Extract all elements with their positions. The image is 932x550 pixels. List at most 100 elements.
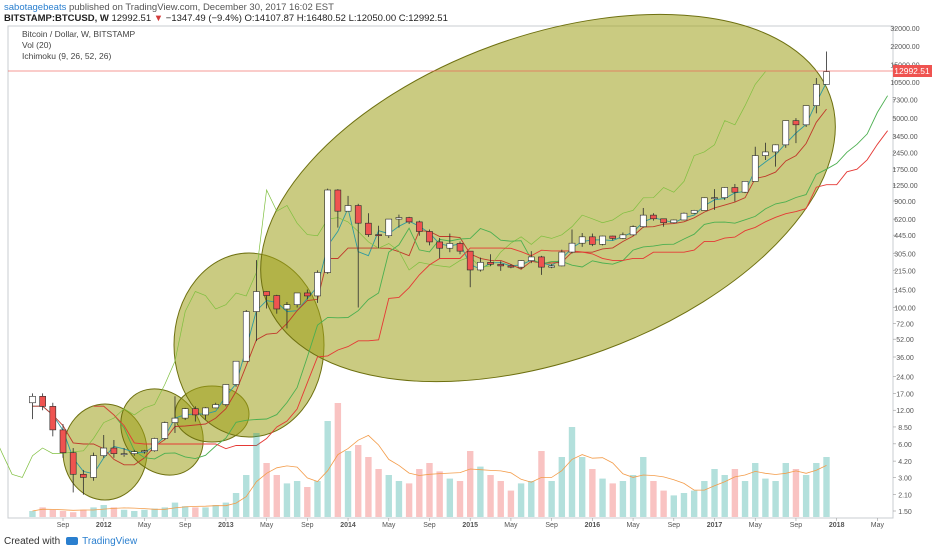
volume-bar xyxy=(568,427,576,517)
x-tick-label: 2018 xyxy=(829,522,845,529)
candle-body xyxy=(395,217,403,220)
y-tick-label: 900.00 xyxy=(894,199,916,206)
volume-bar xyxy=(69,512,77,517)
candle-body xyxy=(354,205,362,224)
volume-bar xyxy=(517,483,525,517)
candle-body xyxy=(548,265,555,268)
candle-body xyxy=(538,256,545,268)
volume-bar xyxy=(721,475,728,517)
y-tick-label: 72.00 xyxy=(896,321,914,328)
x-tick-label: Sep xyxy=(790,522,803,529)
volume-bar xyxy=(263,463,270,517)
volume-bar xyxy=(110,507,118,517)
x-tick-label: May xyxy=(871,522,885,529)
x-tick-label: Sep xyxy=(301,522,314,529)
candle-body xyxy=(629,226,637,236)
chart-title: Bitcoin / Dollar, W, BITSTAMP xyxy=(22,29,136,39)
volume-bar xyxy=(344,451,352,517)
candle-body xyxy=(80,473,87,478)
candle-body xyxy=(222,384,230,405)
candle-body xyxy=(782,120,790,146)
volume-bar xyxy=(324,421,331,517)
x-tick-label: Sep xyxy=(179,522,192,529)
close-value: C:12992.51 xyxy=(398,13,448,24)
x-tick-label: 2014 xyxy=(340,522,356,529)
volume-bar xyxy=(293,481,301,517)
candle-body xyxy=(405,217,413,223)
candle-body xyxy=(90,455,97,478)
candle-body xyxy=(415,221,423,232)
y-tick-label: 305.00 xyxy=(894,251,916,258)
candle-body xyxy=(507,265,515,268)
volume-bar xyxy=(202,507,209,517)
volume-bar xyxy=(741,481,749,517)
candle-body xyxy=(619,234,627,239)
candle-body xyxy=(151,438,158,452)
candle-body xyxy=(527,256,535,261)
candle-body xyxy=(263,291,270,296)
candle-body xyxy=(650,214,657,220)
y-tick-label: 3450.00 xyxy=(892,134,917,141)
volume-bar xyxy=(538,451,545,517)
candle-body xyxy=(232,360,240,385)
candle-body xyxy=(772,144,779,153)
volume-bar xyxy=(59,511,67,517)
symbol-label: BITSTAMP:BTCUSD, W xyxy=(4,13,109,24)
volume-bar xyxy=(446,478,454,517)
candle-body xyxy=(568,242,576,253)
y-tick-label: 620.00 xyxy=(894,217,916,224)
volume-bar xyxy=(782,463,789,517)
candle-body xyxy=(680,212,688,221)
candle-body xyxy=(660,218,667,224)
volume-bar xyxy=(283,483,291,517)
volume-bar xyxy=(141,509,148,517)
candlesticks xyxy=(29,51,830,495)
x-tick-label: Sep xyxy=(668,522,681,529)
candle-body xyxy=(49,406,57,431)
y-tick-label: 24.00 xyxy=(896,375,914,382)
candle-body xyxy=(141,450,148,453)
candle-body xyxy=(701,197,708,211)
candle-body xyxy=(599,235,606,245)
x-tick-label: 2015 xyxy=(462,522,478,529)
y-tick-label: 215.00 xyxy=(894,268,916,275)
time-axis[interactable]: Sep 2012 May Sep 2013 May Sep 2014 May Sep 2015 May… xyxy=(57,518,885,529)
candle-body xyxy=(334,189,342,212)
x-tick-label: 2013 xyxy=(218,522,234,529)
volume-bar xyxy=(100,505,107,517)
leading-span-a xyxy=(93,95,888,460)
candle-body xyxy=(324,189,331,273)
volume-bar xyxy=(528,481,535,517)
tradingview-logo-icon xyxy=(66,537,79,545)
y-tick-label: 145.00 xyxy=(894,287,916,294)
tradingview-link[interactable]: TradingView xyxy=(82,536,138,547)
candle-body xyxy=(517,260,525,268)
x-tick-label: Sep xyxy=(57,522,70,529)
x-tick-label: May xyxy=(138,522,152,529)
volume-bar xyxy=(334,403,342,517)
lagging-span xyxy=(0,71,766,478)
candle-body xyxy=(711,197,718,199)
candle-body xyxy=(69,452,77,475)
candle-body xyxy=(731,187,739,193)
volume-bar xyxy=(304,487,311,517)
volume-bar xyxy=(711,469,718,517)
volume-bar xyxy=(823,457,830,517)
volume-bar xyxy=(416,469,423,517)
volume-bar xyxy=(772,481,779,517)
candle-body xyxy=(751,155,759,182)
price-change: −1347.49 (−9.4%) xyxy=(165,13,242,24)
volume-bar xyxy=(650,481,657,517)
candle-body xyxy=(59,429,67,453)
price-axis[interactable]: 32000.0022000.0015000.0010500.007300.005… xyxy=(890,26,919,516)
created-with: Created with xyxy=(4,536,61,547)
y-tick-label: 2.10 xyxy=(898,493,912,500)
publisher-name[interactable]: sabotagebeats xyxy=(4,2,67,13)
candle-body xyxy=(120,453,128,455)
candle-body xyxy=(823,71,830,85)
volume-bar xyxy=(436,471,443,517)
indicator-ichimoku: Ichimoku (9, 26, 52, 26) xyxy=(22,51,111,61)
candle-body xyxy=(578,236,586,244)
candle-body xyxy=(253,291,260,312)
